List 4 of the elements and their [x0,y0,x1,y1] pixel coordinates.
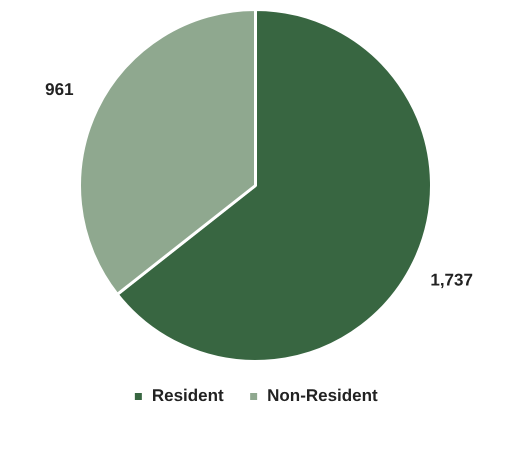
data-label: 1,737 [430,270,473,290]
data-label: 961 [45,80,74,100]
legend-label: Resident [152,386,224,406]
legend-label: Non-Resident [267,386,378,406]
